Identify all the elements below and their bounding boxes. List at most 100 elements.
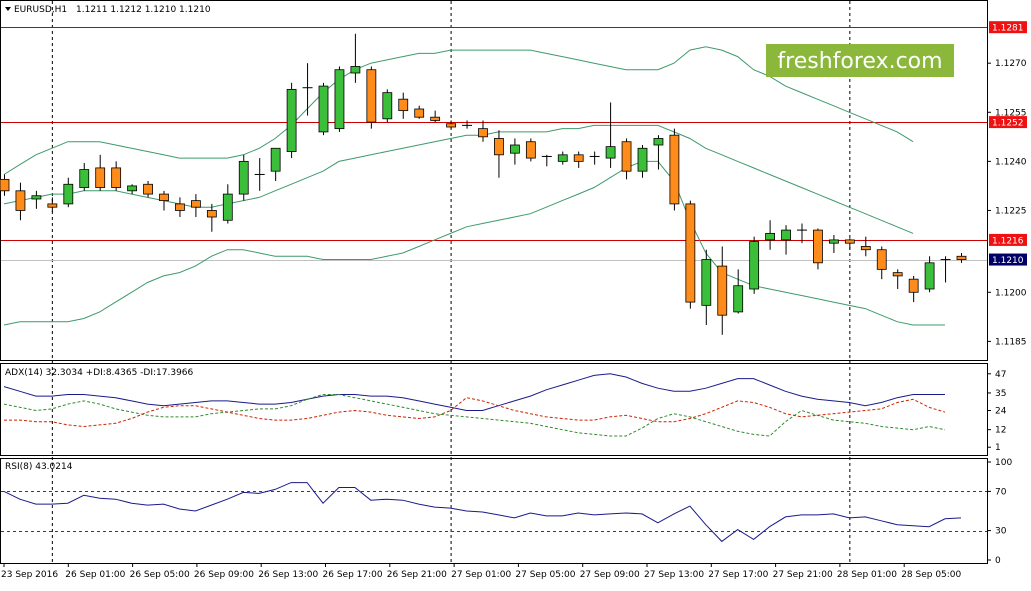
candle — [398, 92, 409, 119]
candle-body-bull — [557, 154, 568, 162]
candle-body-bear — [876, 249, 887, 270]
candle-body-bear — [47, 203, 58, 208]
candle — [924, 256, 935, 293]
time-tick-label: 26 Sep 09:00 — [194, 570, 254, 580]
candle — [63, 177, 74, 208]
candle — [844, 238, 855, 250]
candle-body-bear — [430, 116, 441, 121]
candle-body-bear — [844, 239, 855, 244]
candle — [557, 151, 568, 165]
adx-tick-label: 35 — [995, 389, 1006, 399]
time-tick-label: 27 Sep 13:00 — [644, 570, 704, 580]
candle — [254, 158, 265, 191]
candle — [541, 154, 552, 167]
candle-body-bear — [478, 128, 488, 138]
time-tick-label: 26 Sep 17:00 — [323, 570, 383, 580]
price-tag-background — [989, 116, 1027, 129]
time-tick-label: 27 Sep 05:00 — [515, 570, 575, 580]
candle-body-bear — [366, 69, 377, 123]
time-tick-label: 23 Sep 2016 — [1, 570, 58, 580]
price-axis: 1.1270 1.1255 1.1240 1.1225 1.1200 1.1185 — [987, 59, 1027, 347]
candle-body-bull — [382, 92, 393, 120]
price-tick-label: 1.1225 — [995, 206, 1027, 216]
price-tick-label: 1.1270 — [995, 59, 1027, 69]
candle-body-bull — [222, 193, 233, 221]
candle — [956, 253, 967, 263]
candle — [509, 138, 520, 165]
candle — [143, 181, 153, 198]
candle-body-bear — [175, 203, 185, 211]
time-tick-label: 26 Sep 21:00 — [387, 570, 447, 580]
time-axis: 23 Sep 2016 26 Sep 01:00 26 Sep 05:00 26 Se… — [1, 563, 962, 580]
adx-tick-label: 24 — [995, 407, 1007, 417]
candle-body-bull — [509, 144, 520, 154]
price-tags: 1.1281 1.1252 1.1216 1.1210 — [989, 21, 1027, 266]
candle — [111, 161, 122, 191]
candle — [733, 269, 744, 314]
candle — [127, 184, 137, 195]
brand-logo-background — [766, 44, 954, 77]
candle-body-bear — [908, 278, 919, 293]
adx-series-line-1 — [3, 373, 945, 411]
rsi-tick-label: 70 — [995, 487, 1007, 497]
rsi-series-line — [3, 482, 962, 543]
candle — [637, 145, 648, 178]
candle-body-bear — [15, 190, 26, 211]
candle-body-bear — [95, 167, 106, 188]
candle — [717, 246, 728, 335]
candle-body-bear — [956, 255, 967, 260]
price-tick-label: 1.1255 — [995, 108, 1027, 118]
price-tag-label: 1.1281 — [992, 24, 1024, 34]
day-separators — [51, 1, 851, 563]
candle — [47, 197, 58, 213]
candle — [382, 89, 393, 123]
candle-body-bear — [525, 141, 536, 159]
rsi-axis: 100 70 30 0 — [987, 458, 1012, 566]
dropdown-triangle-icon[interactable] — [5, 7, 11, 11]
candle-body-bull — [127, 185, 137, 192]
candle-body-bull — [781, 229, 791, 241]
candle — [573, 151, 584, 168]
brand-logo: freshforex.com — [766, 44, 954, 77]
candle — [190, 194, 201, 217]
candle — [270, 147, 281, 181]
price-tick-label: 1.1200 — [995, 288, 1027, 298]
candle — [366, 66, 377, 129]
candle-body-bear — [414, 108, 425, 118]
rsi-pane — [0, 458, 988, 564]
candle — [95, 154, 106, 191]
rsi-lines — [1, 482, 987, 543]
candle — [15, 182, 26, 221]
candle-body-bull — [653, 138, 664, 146]
candle-body-bull — [63, 183, 74, 205]
time-tick-label: 26 Sep 01:00 — [65, 570, 125, 580]
candle — [446, 120, 457, 129]
candle-body-bear — [494, 138, 504, 156]
candles — [0, 33, 967, 335]
candle — [478, 120, 488, 142]
candle — [797, 223, 807, 244]
candle — [621, 138, 632, 180]
candle — [334, 66, 345, 132]
price-tick-label: 1.1240 — [995, 157, 1027, 167]
candle — [222, 184, 233, 224]
candle — [525, 138, 536, 162]
candle-body-bear — [206, 210, 217, 218]
candle-body-bull — [79, 169, 90, 188]
candle — [430, 110, 441, 123]
time-tick-label: 28 Sep 05:00 — [901, 570, 961, 580]
candle-body-bear — [190, 200, 201, 208]
bollinger-lower-line — [3, 160, 945, 326]
rsi-tick-label: 100 — [995, 458, 1012, 468]
price-tag-label: 1.1210 — [992, 256, 1024, 266]
candle — [813, 228, 823, 270]
candle-body-bull — [270, 147, 281, 172]
candle — [685, 200, 696, 309]
candle-body-bull — [749, 241, 760, 290]
rsi-tick-label: 30 — [995, 527, 1007, 537]
candle — [0, 174, 10, 196]
candle-body-bull — [733, 285, 744, 313]
adx-pane — [0, 363, 988, 456]
